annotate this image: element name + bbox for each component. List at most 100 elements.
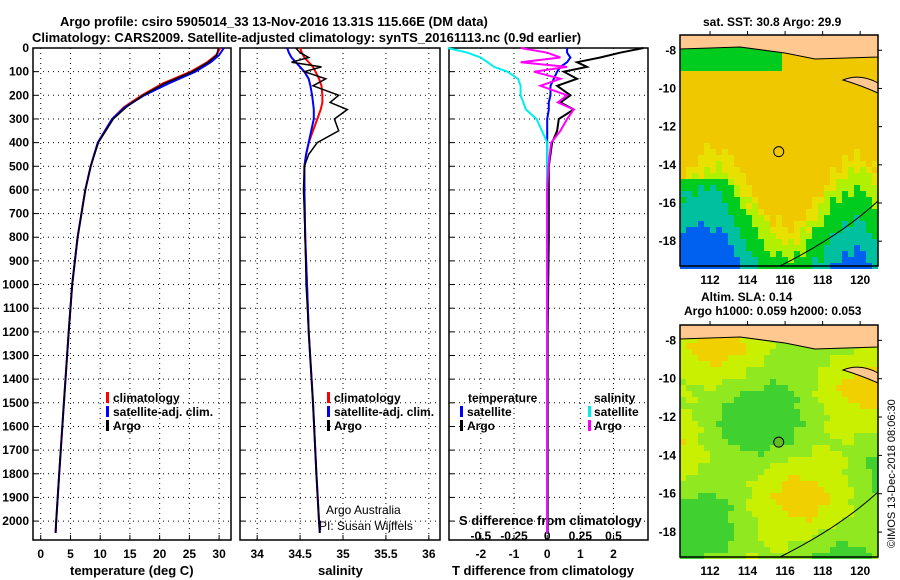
map-cell (836, 119, 842, 125)
map-cell (806, 155, 812, 161)
map-cell (860, 523, 866, 529)
map-cell (686, 239, 692, 245)
map-cell (686, 143, 692, 149)
map-cell (836, 59, 842, 65)
map-cell (746, 71, 752, 77)
map-cell (704, 379, 710, 385)
map-cell (788, 367, 794, 373)
map-cell (848, 197, 854, 203)
map-cell (746, 65, 752, 71)
map-cell (746, 481, 752, 487)
map-cell (860, 65, 866, 71)
map-cell (740, 535, 746, 541)
map-cell (734, 433, 740, 439)
map-cell (854, 149, 860, 155)
map-cell (716, 445, 722, 451)
map-cell (704, 161, 710, 167)
map-cell (734, 481, 740, 487)
map-cell (818, 547, 824, 553)
map-cell (692, 397, 698, 403)
map-cell (734, 517, 740, 523)
map-cell (806, 409, 812, 415)
map-cell (692, 185, 698, 191)
map-cell (704, 337, 710, 343)
map-cell (746, 95, 752, 101)
map-cell (734, 47, 740, 53)
map-cell (848, 517, 854, 523)
map-cell (704, 367, 710, 373)
map-cell (740, 505, 746, 511)
map-cell (782, 373, 788, 379)
map-cell (854, 517, 860, 523)
map-cell (710, 257, 716, 263)
map-cell (776, 535, 782, 541)
map-cell (692, 361, 698, 367)
map-cell (788, 107, 794, 113)
lat-tick-label: -12 (659, 120, 677, 134)
map-cell (698, 197, 704, 203)
map-cell (734, 185, 740, 191)
map-cell (854, 83, 860, 89)
map-cell (836, 451, 842, 457)
map-cell (680, 125, 686, 131)
map-cell (776, 131, 782, 137)
map-cell (782, 203, 788, 209)
map-cell (818, 149, 824, 155)
map-cell (788, 185, 794, 191)
map-cell (716, 83, 722, 89)
map-cell (686, 59, 692, 65)
map-cell (710, 137, 716, 143)
map-cell (830, 197, 836, 203)
map-cell (770, 215, 776, 221)
map-cell (680, 451, 686, 457)
map-cell (830, 481, 836, 487)
map-cell (866, 107, 872, 113)
map-cell (680, 547, 686, 553)
map-cell (848, 415, 854, 421)
map-cell (806, 397, 812, 403)
map-cell (680, 529, 686, 535)
map-cell (734, 367, 740, 373)
map-cell (764, 107, 770, 113)
map-cell (776, 553, 782, 559)
map-cell (848, 457, 854, 463)
map-cell (692, 125, 698, 131)
map-cell (830, 361, 836, 367)
map-cell (794, 451, 800, 457)
map-cell (794, 469, 800, 475)
map-cell (692, 535, 698, 541)
map-cell (818, 173, 824, 179)
map-cell (746, 469, 752, 475)
map-cell (764, 59, 770, 65)
map-cell (788, 155, 794, 161)
map-cell (740, 493, 746, 499)
map-cell (854, 451, 860, 457)
map-cell (692, 71, 698, 77)
map-cell (680, 445, 686, 451)
map-cell (818, 517, 824, 523)
map-cell (854, 191, 860, 197)
map-cell (812, 523, 818, 529)
map-cell (692, 257, 698, 263)
lon-tick-label: 112 (700, 273, 720, 287)
map-cell (728, 343, 734, 349)
map-cell (740, 553, 746, 559)
map-cell (854, 197, 860, 203)
map-cell (788, 505, 794, 511)
map-cell (848, 373, 854, 379)
map-cell (692, 167, 698, 173)
map-cell (836, 535, 842, 541)
map-cell (692, 203, 698, 209)
map-cell (824, 101, 830, 107)
map-cell (722, 221, 728, 227)
map-cell (872, 173, 878, 179)
map-cell (866, 415, 872, 421)
map-cell (782, 245, 788, 251)
x-tick-label: 35.5 (374, 547, 398, 561)
map-cell (854, 185, 860, 191)
map-cell (824, 391, 830, 397)
map-cell (698, 541, 704, 547)
map-cell (770, 547, 776, 553)
lat-tick-label: -14 (659, 158, 677, 172)
map-cell (794, 173, 800, 179)
